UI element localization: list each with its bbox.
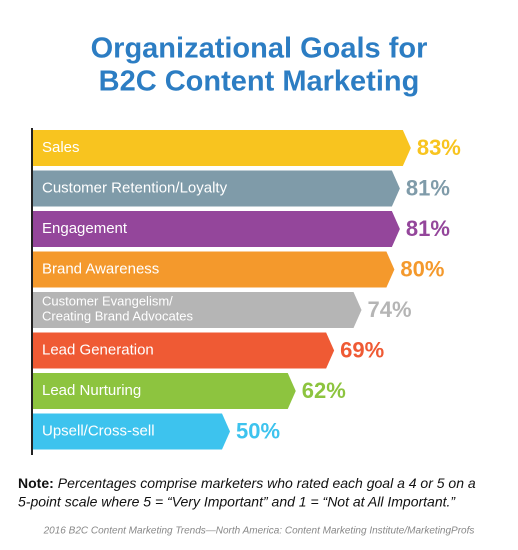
source: 2016 B2C Content Marketing Trends—North … [43,526,475,537]
bars: Sales 83% Customer Retention/Loyalty 81% Eng… [33,130,461,450]
note-text: 5-point scale where 5 = “Very Important”… [18,494,456,510]
bar [33,130,411,166]
value-label: 80% [400,256,444,281]
category-label-line: Customer Evangelism/ [42,294,173,309]
bar [33,332,335,369]
value-label: 62% [302,378,346,403]
value-label: 81% [406,175,450,200]
bar [33,211,400,247]
category-label: Brand Awareness [42,260,159,277]
value-label: 83% [417,135,461,160]
value-label: 74% [368,297,412,322]
category-label-line: Creating Brand Advocates [42,309,194,324]
bar [33,413,230,450]
note-label: Note: [18,475,54,491]
value-label: 50% [236,418,280,443]
category-label: Customer Evangelism/Creating Brand Advoc… [42,294,194,324]
value-label: 81% [406,216,450,241]
category-label: Lead Nurturing [42,382,141,399]
category-label: Sales [42,139,80,156]
note-text: Percentages comprise marketers who rated… [58,475,476,491]
category-label: Upsell/Cross-sell [42,422,155,439]
category-label: Lead Generation [42,341,154,358]
category-label: Customer Retention/Loyalty [42,179,228,196]
chart-title: B2C Content Marketing [99,66,420,98]
value-label: 69% [340,337,384,362]
category-label: Engagement [42,220,128,237]
bar [33,292,362,328]
note: Note: Percentages comprise marketers who … [18,475,476,491]
bar [33,373,296,409]
chart-title: Organizational Goals for [91,33,428,65]
bar [33,170,400,207]
bar [33,251,395,288]
